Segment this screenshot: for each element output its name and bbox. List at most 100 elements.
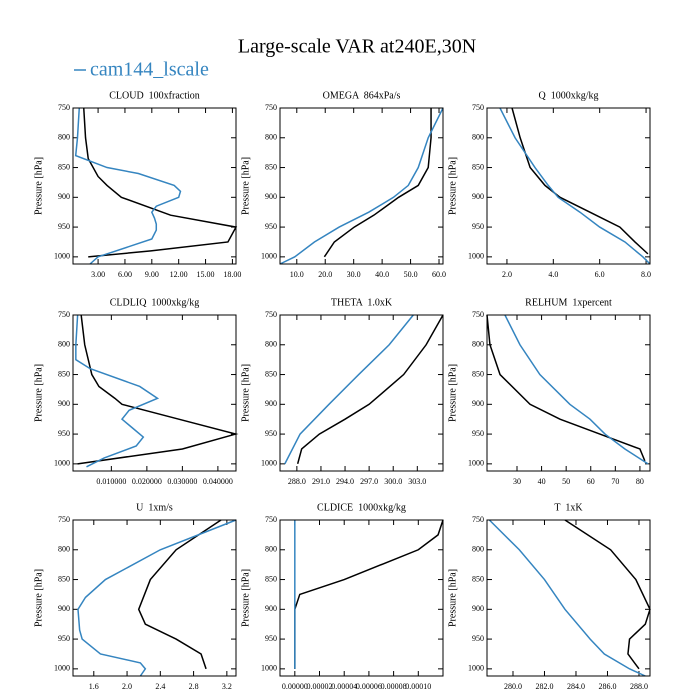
- x-tick-label: 18.00: [223, 270, 241, 279]
- panel-title: THETA 1.0xK: [331, 297, 393, 308]
- x-tick-label: 1.6: [89, 682, 99, 691]
- series-line: [77, 314, 239, 465]
- series-line: [486, 314, 646, 462]
- y-tick-label: 1000: [261, 664, 277, 673]
- panel-title: OMEGA 864xPa/s: [323, 90, 401, 101]
- x-tick-label: 3.00: [91, 270, 105, 279]
- x-tick-label: 50.0: [404, 270, 418, 279]
- y-tick-label: 850: [58, 162, 70, 171]
- x-tick-label: 0.010000: [96, 477, 126, 486]
- plot-frame: [486, 519, 651, 677]
- y-tick-label: 900: [58, 399, 70, 408]
- x-tick-label: 0.020000: [132, 477, 162, 486]
- series-line: [504, 314, 649, 465]
- x-tick-label: 30: [513, 477, 521, 486]
- y-tick-label: 750: [265, 515, 277, 524]
- panel-title: Q 1000xkg/kg: [539, 90, 599, 101]
- x-tick-label: 9.00: [145, 270, 159, 279]
- series-line: [75, 314, 160, 468]
- series-line: [284, 314, 414, 465]
- plot-frame: [486, 107, 651, 265]
- y-tick-label: 750: [58, 515, 70, 524]
- x-tick-label: 0.030000: [167, 477, 197, 486]
- y-tick-label: 950: [58, 429, 70, 438]
- x-tick-label: 0.00008: [381, 682, 407, 691]
- x-tick-label: 8.0: [641, 270, 651, 279]
- y-tick-label: 1000: [54, 459, 70, 468]
- legend-label: cam144_lscale: [90, 59, 209, 81]
- y-tick-label: 850: [472, 369, 484, 378]
- x-tick-label: 6.0: [595, 270, 605, 279]
- y-tick-label: 900: [472, 399, 484, 408]
- x-tick-label: 0.00006: [356, 682, 382, 691]
- x-tick-label: 12.00: [170, 270, 188, 279]
- panel-title: U 1xm/s: [136, 502, 173, 513]
- y-tick-label: 850: [265, 162, 277, 171]
- y-tick-label: 750: [472, 310, 484, 319]
- y-tick-label: 800: [472, 133, 484, 142]
- x-tick-label: 286.0: [598, 682, 616, 691]
- x-tick-label: 0.00010: [405, 682, 431, 691]
- y-tick-label: 900: [265, 604, 277, 613]
- y-tick-label: 800: [472, 340, 484, 349]
- series-line: [83, 107, 238, 258]
- y-tick-label: 800: [58, 340, 70, 349]
- y-tick-label: 800: [265, 340, 277, 349]
- x-tick-label: 3.2: [222, 682, 232, 691]
- y-axis-label: Pressure [hPa]: [33, 569, 44, 627]
- y-tick-label: 1000: [261, 252, 277, 261]
- y-tick-label: 850: [265, 369, 277, 378]
- y-tick-label: 750: [472, 103, 484, 112]
- y-tick-label: 950: [472, 222, 484, 231]
- y-tick-label: 1000: [54, 252, 70, 261]
- y-tick-label: 750: [265, 103, 277, 112]
- y-tick-label: 750: [472, 515, 484, 524]
- y-tick-label: 850: [58, 369, 70, 378]
- x-tick-label: 282.0: [535, 682, 553, 691]
- plot-frame: [279, 107, 444, 265]
- y-tick-label: 1000: [54, 664, 70, 673]
- y-tick-label: 950: [265, 429, 277, 438]
- y-tick-label: 900: [58, 192, 70, 201]
- x-tick-label: 30.0: [347, 270, 361, 279]
- panel-title: CLOUD 100xfraction: [109, 90, 200, 101]
- x-tick-label: 0.040000: [203, 477, 233, 486]
- y-tick-label: 850: [472, 574, 484, 583]
- y-tick-label: 900: [265, 399, 277, 408]
- y-tick-label: 900: [58, 604, 70, 613]
- x-tick-label: 6.00: [118, 270, 132, 279]
- x-tick-label: 303.0: [408, 477, 426, 486]
- y-axis-label: Pressure [hPa]: [447, 569, 458, 627]
- x-tick-label: 297.0: [360, 477, 378, 486]
- y-tick-label: 950: [265, 634, 277, 643]
- panel-title: RELHUM 1xpercent: [525, 297, 612, 308]
- series-line: [74, 107, 182, 265]
- plot-frame: [72, 107, 237, 265]
- y-tick-label: 750: [265, 310, 277, 319]
- y-tick-label: 1000: [261, 459, 277, 468]
- panel-title: T 1xK: [554, 502, 583, 513]
- y-tick-label: 950: [58, 222, 70, 231]
- y-tick-label: 750: [58, 103, 70, 112]
- y-tick-label: 800: [265, 545, 277, 554]
- series-line: [294, 519, 444, 669]
- y-axis-label: Pressure [hPa]: [447, 157, 458, 215]
- y-axis-label: Pressure [hPa]: [447, 364, 458, 422]
- y-tick-label: 800: [58, 133, 70, 142]
- x-tick-label: 291.0: [312, 477, 330, 486]
- x-tick-label: 80: [636, 477, 644, 486]
- x-tick-label: 280.0: [504, 682, 522, 691]
- y-tick-label: 850: [265, 574, 277, 583]
- series-line: [296, 314, 444, 465]
- x-tick-label: 0.00000: [282, 682, 308, 691]
- y-tick-label: 900: [265, 192, 277, 201]
- y-axis-label: Pressure [hPa]: [240, 157, 251, 215]
- series-line: [279, 107, 444, 265]
- y-tick-label: 1000: [468, 252, 484, 261]
- y-tick-label: 900: [472, 192, 484, 201]
- series-line: [323, 108, 432, 258]
- y-tick-label: 850: [58, 574, 70, 583]
- y-tick-label: 1000: [468, 459, 484, 468]
- y-axis-label: Pressure [hPa]: [33, 157, 44, 215]
- plot-frame: [72, 519, 237, 677]
